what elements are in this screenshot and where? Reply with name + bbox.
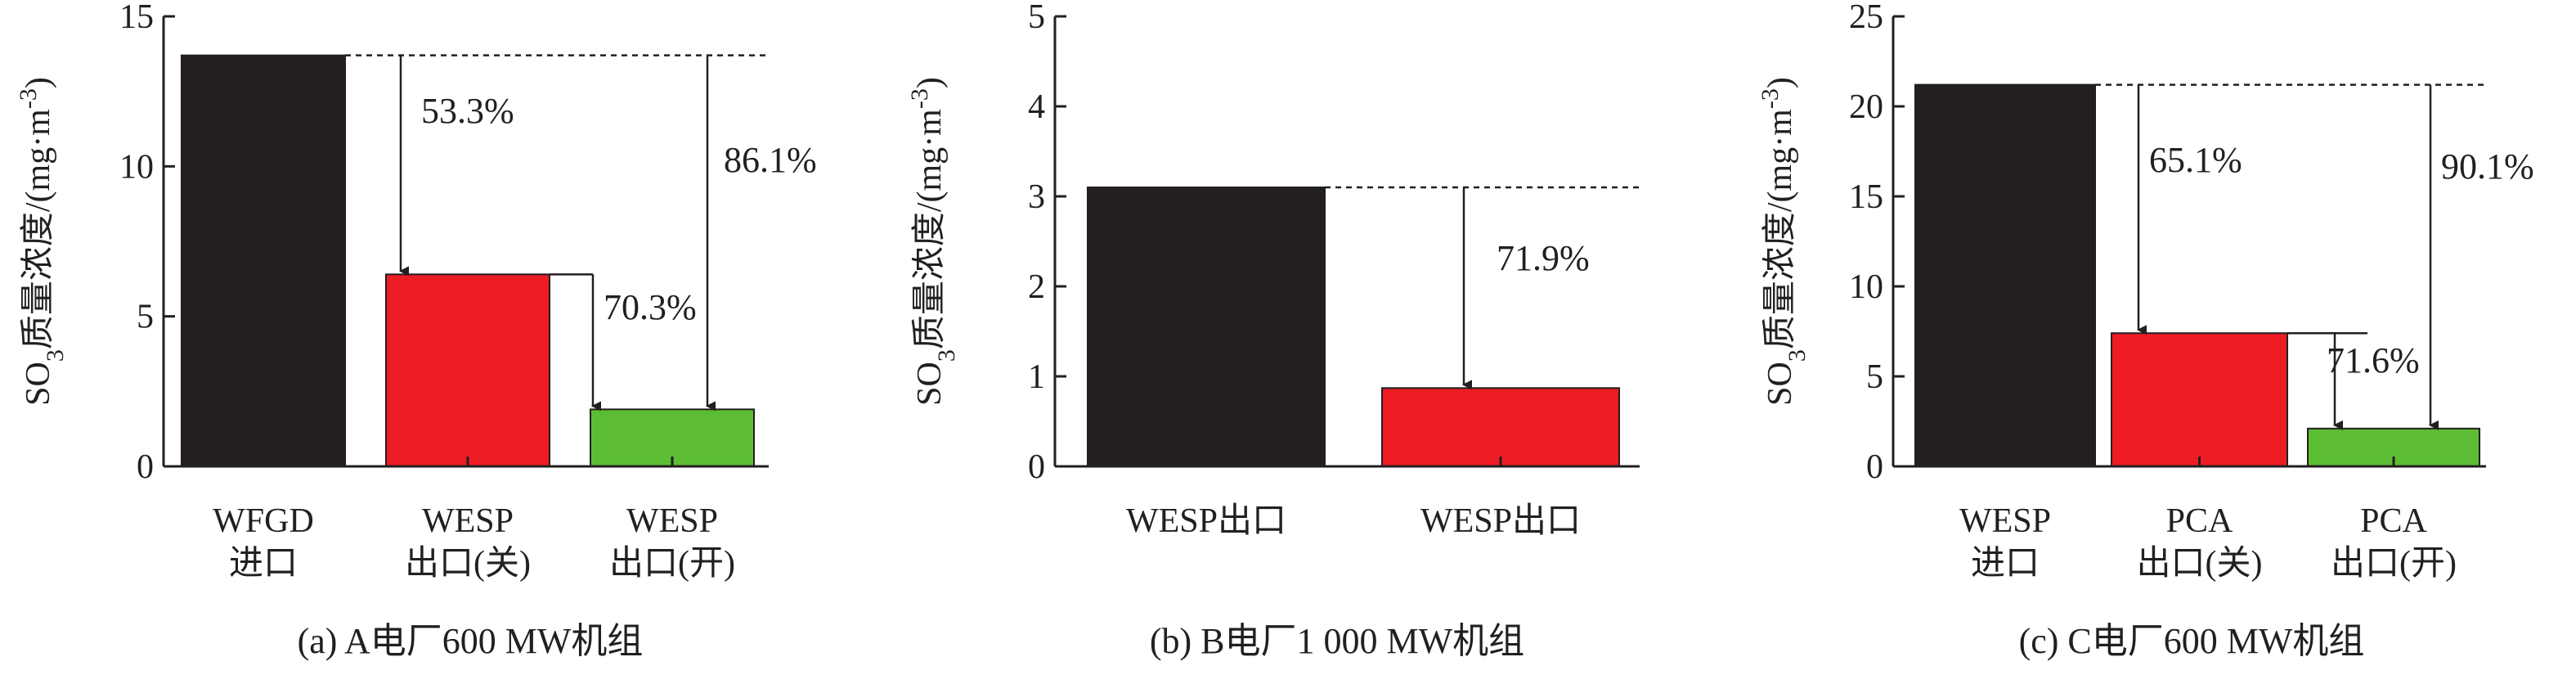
- y-tick-label: 4: [1028, 88, 1045, 126]
- panel-caption: (b) B电厂1 000 MW机组: [1150, 621, 1524, 661]
- y-tick-label: 15: [119, 0, 154, 36]
- x-tick-label: PCA 出口(关): [2137, 502, 2263, 583]
- y-axis-title: SO3质量浓度/(mg·m-3): [15, 77, 69, 406]
- y-tick-label: 10: [1849, 268, 1883, 306]
- y-tick-label: 15: [1849, 178, 1883, 216]
- y-tick-label: 2: [1028, 268, 1045, 306]
- y-tick-label: 0: [137, 448, 154, 486]
- x-tick-label: WESP出口: [1420, 502, 1581, 540]
- bar-1: [1087, 187, 1326, 467]
- x-tick-label: WESP出口: [1126, 502, 1286, 540]
- y-axis-title: SO3质量浓度/(mg·m-3): [1757, 77, 1811, 406]
- chart-panel-3: 0 5 10 15 20 25 WESP 进口 PCA 出口(关) PCA 出口(开) SO3质量浓度/…: [1757, 0, 2534, 661]
- annotation-label: 90.1%: [2441, 146, 2534, 187]
- chart-panel-2: 0 1 2 3 4 5 WESP出口 WESP出口 SO3质量浓度/(mg·m-3) 71.9% (…: [906, 0, 1640, 661]
- x-tick-label: WESP 出口(关): [405, 502, 531, 583]
- panel-caption: (a) A电厂600 MW机组: [298, 621, 644, 661]
- bar-2: [385, 273, 550, 468]
- y-tick-label: 10: [119, 148, 154, 186]
- x-tick-label: WESP 出口(开): [609, 502, 735, 583]
- y-tick-label: 0: [1028, 448, 1045, 486]
- bar-1: [181, 54, 346, 468]
- annotation-label: 71.9%: [1497, 238, 1590, 278]
- y-tick-label: 25: [1849, 0, 1883, 36]
- y-tick-label: 0: [1866, 448, 1883, 486]
- chart-panel-1: 0 5 10 15 WFGD 进口 WESP 出口(关) WESP 出口(开) SO3质量浓度/(m…: [15, 0, 817, 661]
- y-axis-title: SO3质量浓度/(mg·m-3): [906, 77, 960, 406]
- y-tick-label: 5: [137, 299, 154, 336]
- bar-2: [1381, 387, 1620, 467]
- y-tick-label: 5: [1028, 0, 1045, 36]
- annotation-label: 65.1%: [2149, 140, 2242, 180]
- y-tick-label: 20: [1849, 88, 1883, 126]
- panel-caption: (c) C电厂600 MW机组: [2019, 621, 2365, 661]
- x-tick-label: WESP 进口: [1959, 502, 2051, 583]
- annotation-label: 53.3%: [421, 91, 514, 131]
- x-tick-label: WFGD 进口: [213, 502, 314, 583]
- annotation-label: 70.3%: [604, 287, 697, 327]
- annotation-label: 86.1%: [724, 140, 817, 180]
- y-tick-label: 1: [1028, 358, 1045, 396]
- y-tick-label: 5: [1866, 358, 1883, 396]
- annotation-label: 71.6%: [2327, 340, 2420, 380]
- x-tick-label: PCA 出口(开): [2331, 502, 2457, 583]
- bar-1: [1914, 83, 2096, 467]
- bar-2: [2111, 332, 2288, 468]
- y-tick-label: 3: [1028, 178, 1045, 216]
